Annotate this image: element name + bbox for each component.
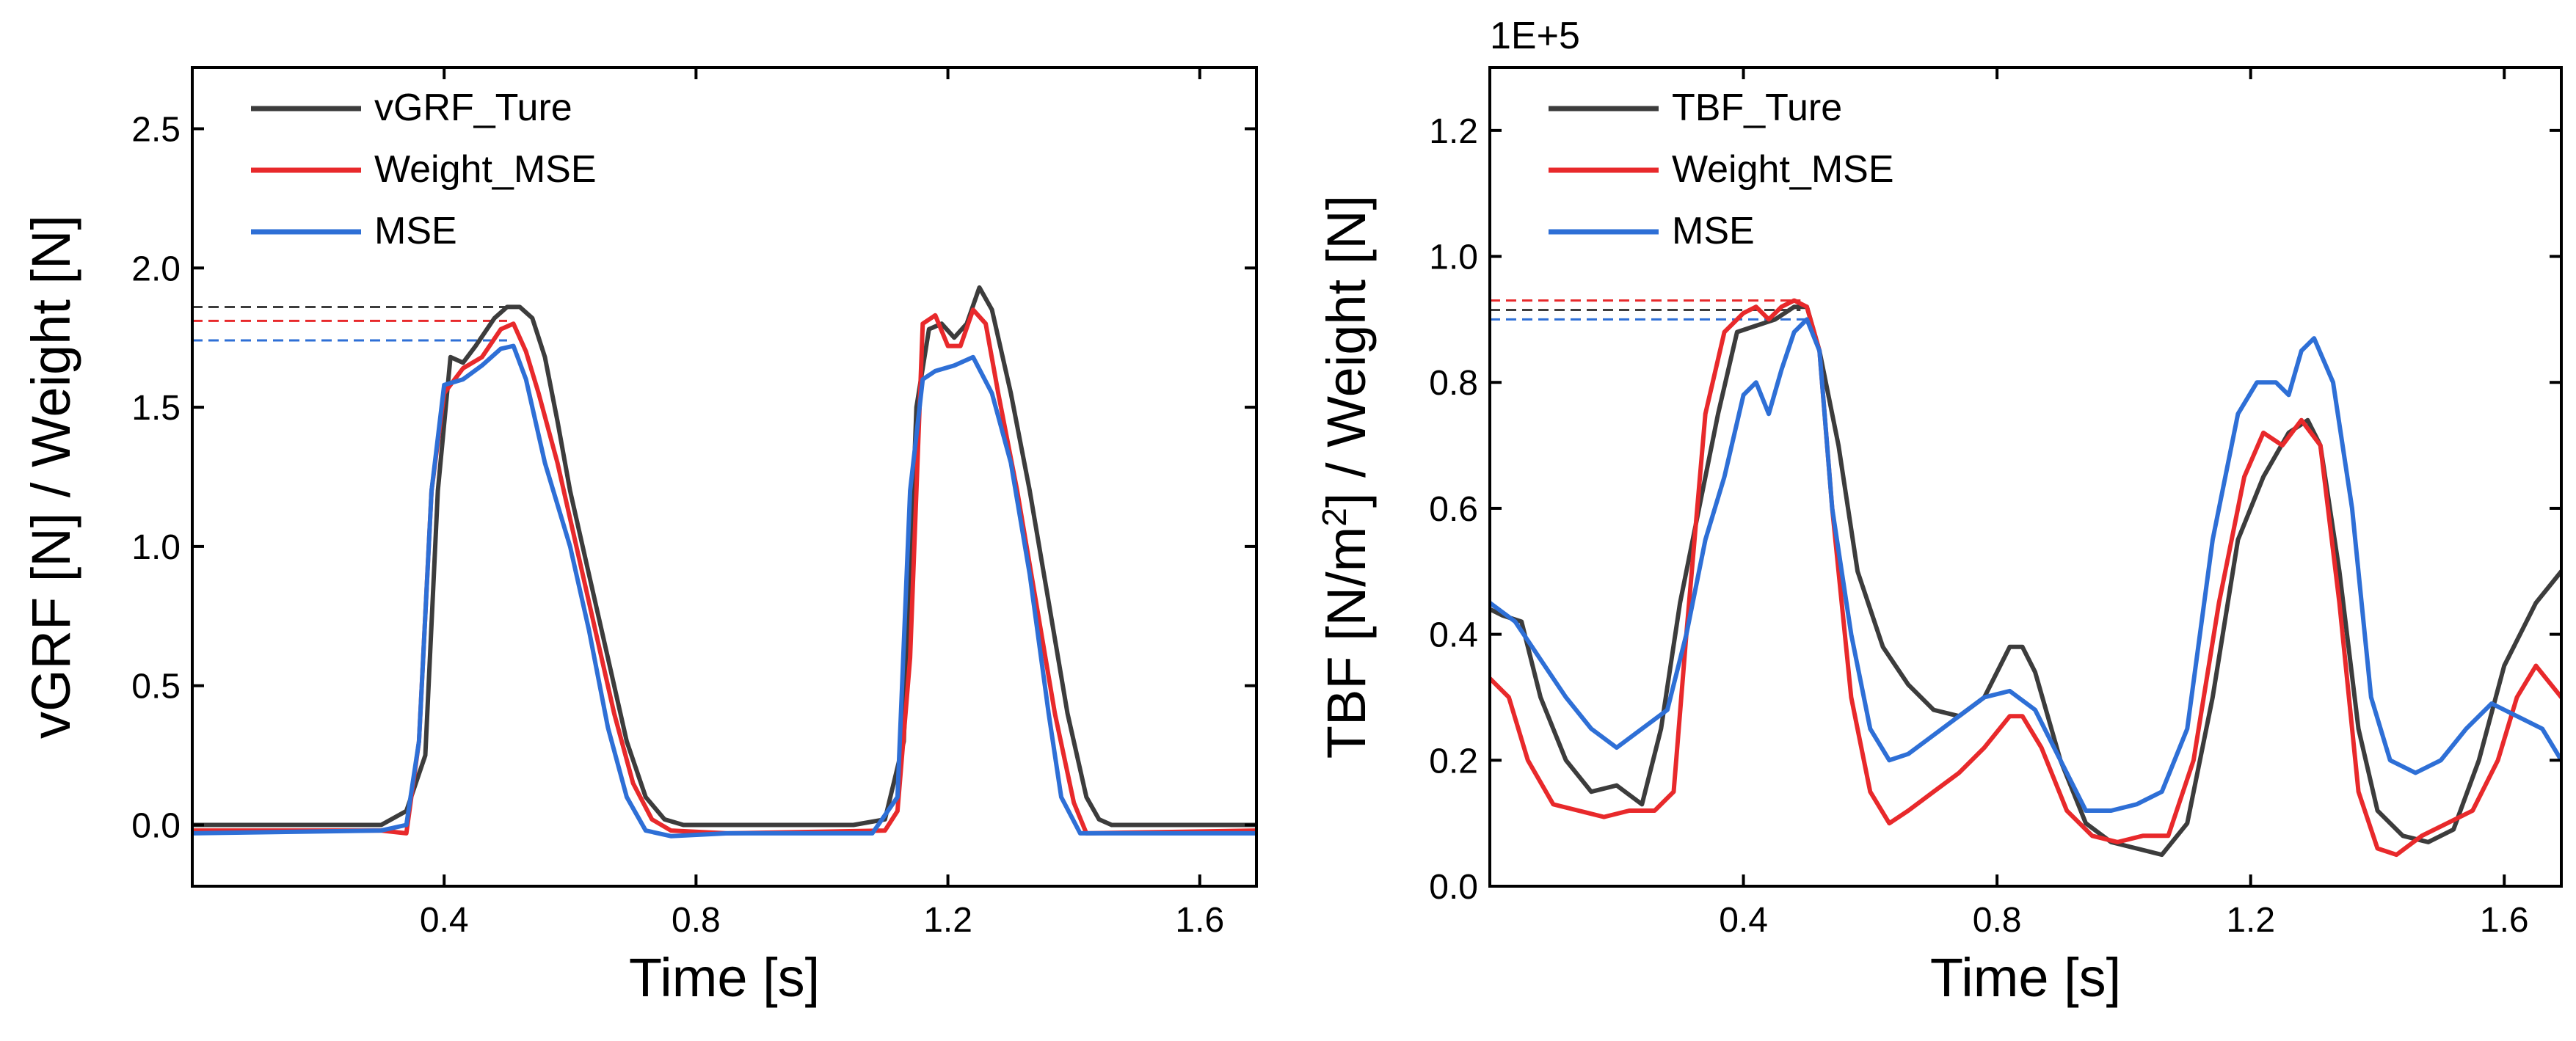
y-axis-label-superscript: 2 [1315, 508, 1353, 527]
series-line-weight-mse [192, 307, 1256, 836]
y-tick-label: 0.0 [1429, 868, 1478, 907]
y-axis-label: TBF [N/m2] / Weight [N] [1315, 195, 1377, 759]
x-axis-label: Time [s] [1930, 947, 2121, 1008]
y-tick-label: 2.0 [131, 249, 181, 288]
series-line-tbf-ture [1490, 304, 2561, 858]
y-tick-label: 1.5 [131, 389, 181, 428]
legend-label: MSE [374, 210, 457, 252]
y-tick-label: 0.6 [1429, 490, 1478, 529]
legend-label: Weight_MSE [1672, 148, 1894, 191]
x-tick-label: 1.6 [2480, 901, 2529, 940]
chart-panel-1: 0.4 0.8 1.2 1.6 0.0 0.5 1.0 1.5 2.0 2.5 Time [s] vG… [21, 66, 1258, 1008]
legend-label: MSE [1672, 210, 1755, 252]
y-axis-label: vGRF [N] / Weight [N] [21, 215, 81, 739]
x-tick-label: 1.2 [923, 901, 972, 940]
y-multiplier-label: 1E+5 [1490, 15, 1580, 57]
x-tick-label: 0.4 [1719, 901, 1768, 940]
chart-panel-2: 0.4 0.8 1.2 1.6 0.0 0.2 0.4 0.6 0.8 1.0 1.2 Time [s… [1315, 15, 2563, 1008]
plot-frame [191, 66, 1258, 888]
y-tick-label: 1.2 [1429, 112, 1478, 151]
legend-label: Weight_MSE [374, 148, 597, 191]
legend-label: vGRF_Ture [374, 87, 572, 129]
y-axis-label-part: ] / Weight [N] [1316, 195, 1377, 508]
y-tick-label: 0.8 [1429, 364, 1478, 403]
y-tick-label: 0.5 [131, 668, 181, 706]
x-axis-label: Time [s] [629, 947, 820, 1008]
y-tick-label: 1.0 [1429, 238, 1478, 277]
y-tick-label: 0.2 [1429, 742, 1478, 781]
x-tick-label: 0.4 [420, 901, 469, 940]
y-tick-label: 1.0 [131, 528, 181, 567]
x-tick-label: 0.8 [1973, 901, 2022, 940]
x-tick-label: 1.2 [2226, 901, 2275, 940]
y-tick-label: 0.0 [131, 806, 181, 845]
plot-frame [1488, 66, 2563, 888]
x-tick-label: 1.6 [1175, 901, 1224, 940]
legend-label: TBF_Ture [1672, 87, 1842, 129]
series-line-vgrf-ture [192, 285, 1256, 828]
x-tick-label: 0.8 [672, 901, 721, 940]
series-line-mse [1490, 317, 2561, 813]
series-line-mse [192, 343, 1256, 839]
series-line-weight-mse [1490, 298, 2561, 858]
y-tick-label: 0.4 [1429, 616, 1478, 655]
y-tick-label: 2.5 [131, 111, 181, 150]
y-axis-label-part: TBF [N/m [1316, 527, 1377, 759]
